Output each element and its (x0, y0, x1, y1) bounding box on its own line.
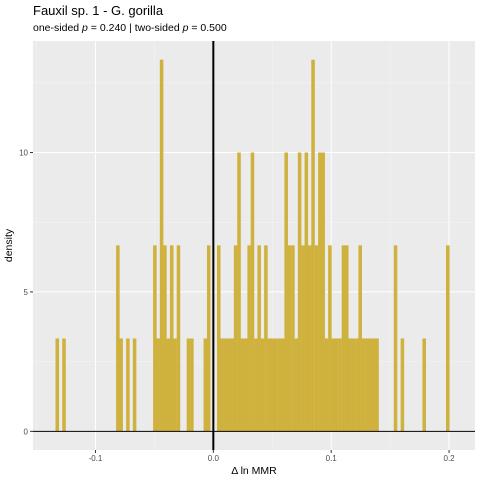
subtitle-separator: | (129, 22, 132, 34)
histogram-bar (358, 245, 362, 432)
histogram-bar (206, 245, 211, 432)
y-tick-label: 0 (24, 427, 29, 436)
histogram-bar (55, 338, 60, 432)
histogram-bar (277, 338, 282, 432)
histogram-bar (153, 245, 157, 432)
histogram-bar (365, 338, 369, 432)
y-axis-ticks: 0 5 10 (19, 149, 33, 436)
histogram-bar (257, 245, 261, 432)
histogram-bar (318, 152, 322, 432)
histogram-bar (62, 338, 66, 432)
x-tick-label: 0.2 (444, 454, 456, 463)
histogram-bar (284, 152, 288, 432)
histogram-bar (393, 245, 398, 432)
histogram-bar (223, 338, 228, 432)
histogram-bar (190, 338, 194, 432)
histogram-bar (264, 245, 268, 432)
histogram-bar (173, 338, 177, 432)
histogram-bar (361, 338, 366, 432)
histogram-bar (291, 245, 295, 432)
chart-subtitle: one-sided p = 0.240 | two-sided p = 0.50… (33, 22, 227, 34)
histogram-bar (254, 338, 258, 432)
x-axis-ticks: -0.1 0.0 0.1 0.2 (89, 450, 456, 463)
histogram-bar (267, 338, 272, 432)
histogram-bar (250, 152, 255, 432)
histogram-bar (324, 338, 329, 432)
histogram-bar (274, 338, 278, 432)
two-sided-label: two-sided (134, 22, 180, 34)
two-sided-p-value: 0.500 (200, 22, 227, 34)
histogram-bar (328, 245, 332, 432)
x-tick-label: 0.1 (326, 454, 338, 463)
histogram-bar (311, 59, 315, 432)
histogram-bar (331, 338, 336, 432)
histogram-bar (237, 152, 241, 432)
histogram-bar (216, 245, 221, 432)
histogram-bar (260, 338, 265, 432)
histogram-bar (159, 59, 164, 432)
histogram-bar (243, 338, 248, 432)
histogram-bar (301, 245, 305, 432)
histogram-bar (341, 245, 346, 432)
histogram-bar (230, 338, 235, 432)
histogram-bar (119, 338, 123, 432)
histogram-bar (287, 245, 292, 432)
p-symbol: p (82, 22, 88, 34)
histogram-bar (304, 152, 309, 432)
histogram-bar (371, 338, 376, 432)
histogram-bar (334, 338, 339, 432)
histogram-bar (280, 338, 285, 432)
y-axis-title: density (3, 228, 15, 262)
histogram-bar (314, 245, 319, 432)
y-tick-label: 5 (24, 288, 29, 297)
histogram-bar (169, 245, 174, 432)
histogram-bar (270, 338, 275, 432)
histogram-bar (176, 245, 181, 432)
histogram-bar (166, 338, 171, 432)
x-tick-label: -0.1 (89, 454, 103, 463)
histogram-bar (422, 338, 426, 432)
histogram-bar (297, 152, 302, 432)
histogram-bar (163, 245, 167, 432)
histogram-bar (351, 338, 356, 432)
histogram-bar (132, 338, 137, 432)
histogram-bar (307, 245, 312, 432)
histogram-bar (348, 338, 352, 432)
y-tick-label: 10 (19, 149, 28, 158)
histogram-bar (116, 245, 120, 432)
histogram-bar (321, 152, 325, 432)
one-sided-p-value: 0.240 (99, 22, 127, 34)
histogram-bar (446, 245, 450, 432)
p-symbol-2: p (182, 22, 189, 34)
histogram-bar (240, 338, 245, 432)
histogram-bar (126, 338, 130, 432)
histogram-bar (220, 338, 224, 432)
histogram-bar (233, 245, 238, 432)
histogram-bar (186, 338, 191, 432)
x-axis-title: Δ ln MMR (231, 465, 277, 477)
histogram-bar (338, 338, 342, 432)
histogram-bar (294, 338, 299, 432)
chart-title: Fauxil sp. 1 - G. gorilla (33, 3, 164, 18)
histogram-bar (203, 338, 208, 432)
histogram-bar (368, 338, 373, 432)
histogram-bar (400, 338, 405, 432)
histogram-bar (156, 338, 160, 432)
histogram-bars (55, 59, 450, 432)
histogram-bar (227, 338, 231, 432)
histogram-bar (355, 338, 359, 432)
x-tick-label: 0.0 (208, 454, 220, 463)
histogram-bar (344, 245, 349, 432)
histogram-bar (247, 245, 251, 432)
histogram-bar (375, 338, 379, 432)
one-sided-label: one-sided (33, 22, 80, 34)
